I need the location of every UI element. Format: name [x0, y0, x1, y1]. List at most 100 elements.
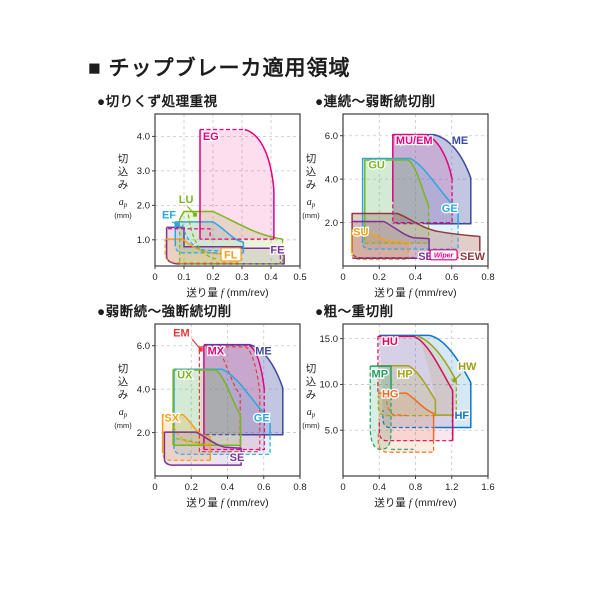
y-tick-label: 4.0 [137, 132, 150, 143]
region-label-mx: MX [208, 345, 225, 357]
region-ef-dashed-border [174, 224, 244, 254]
y-axis-unit: (mm) [302, 421, 320, 430]
label-box-fl [220, 247, 242, 262]
y-axis-title-char: 込 [306, 166, 317, 178]
x-tick-label: 0.8 [481, 272, 494, 283]
region-hg-border [377, 392, 435, 441]
region-hf-border [379, 334, 472, 429]
x-tick-label: 0.2 [206, 272, 219, 283]
region-hu-border [377, 335, 454, 441]
region-label-wiper: Wiper [434, 252, 455, 259]
x-axis-title: 送り量 f (mm/rev) [374, 286, 456, 299]
region-ux-border [172, 369, 242, 446]
plot-frame [154, 113, 301, 267]
x-axis-title: 送り量 f (mm/rev) [374, 496, 456, 509]
region-mu-em-fill [392, 134, 453, 223]
y-tick-label: 1.0 [137, 235, 150, 246]
region-label-ge: GE [442, 203, 458, 215]
region-hg-dashed-border [377, 394, 435, 453]
y-axis-unit: (mm) [302, 211, 320, 220]
y-axis-title-char: み [306, 179, 317, 191]
x-tick-label: 0.4 [264, 272, 277, 283]
region-label-hu: HU [382, 336, 398, 348]
region-ge-dashed-border [362, 224, 459, 250]
y-tick-label: 4.0 [325, 174, 338, 185]
region-mx-border [203, 344, 266, 450]
region-label-hg: HG [382, 389, 399, 401]
region-ef-border [174, 221, 245, 253]
region-su-fill [351, 230, 409, 260]
region-mu-em-border [392, 133, 453, 202]
region-label-mp: MP [372, 369, 389, 381]
region-gu-border [364, 159, 430, 234]
region-fe-border [165, 226, 285, 265]
region-label-ef: EF [162, 209, 176, 221]
region-em-dashed-border [198, 346, 261, 453]
chart2-header: ●連続〜弱断続切削 [315, 94, 436, 109]
region-label-em: EM [173, 328, 190, 340]
region-mu-em-dashed-border [392, 179, 453, 224]
region-ef-fill [175, 221, 244, 253]
y-axis-unit: (mm) [114, 421, 132, 430]
x-tick-label: 0.4 [409, 272, 422, 283]
region-label-me: ME [452, 135, 469, 147]
x-tick-label: 0.3 [235, 272, 248, 283]
y-tick-label: 10.0 [320, 380, 339, 391]
region-mp-border [370, 365, 392, 392]
y-axis-title-char: 切 [118, 363, 129, 375]
region-label-se: SE [230, 452, 245, 464]
y-tick-label: 3.0 [137, 166, 150, 177]
chart4-heavy-cutting: 0 0.4 0.8 1.2 1.6 5.0 10.0 15.0 送り量 f (mm/rev) 切込… [302, 323, 495, 509]
chart1-header: ●切りくず処理重視 [97, 94, 218, 109]
x-tick-label: 0 [152, 272, 157, 283]
region-eg-border [199, 128, 275, 240]
region-sew-border [351, 212, 481, 258]
region-eg-fill [200, 129, 274, 240]
region-fl-border [165, 238, 238, 256]
region-label-sew: SEW [460, 251, 486, 263]
y-tick-label: 2.0 [325, 218, 338, 229]
label-leader-marker [193, 212, 198, 217]
x-tick-label: 0.5 [293, 272, 306, 283]
region-me-border [392, 133, 472, 225]
x-tick-label: 0 [152, 482, 157, 493]
region-sew-fill [352, 213, 480, 258]
region-hf-dashed-border [382, 410, 436, 429]
y-axis-symbol: ap [119, 407, 128, 419]
region-hg-fill [377, 393, 434, 453]
region-label-fe: FE [270, 245, 284, 257]
region-eg-dashed-border [168, 128, 274, 240]
y-tick-label: 4.0 [137, 384, 150, 395]
region-lu-dashed-border [179, 214, 284, 265]
x-tick-label: 0 [340, 272, 345, 283]
y-axis-title-char: み [306, 389, 317, 401]
region-label-ux: UX [177, 369, 193, 381]
label-leader-marker [175, 222, 180, 227]
region-hu-dashed-border [377, 336, 453, 442]
x-tick-label: 1.6 [481, 482, 494, 493]
region-label-me: ME [255, 345, 272, 357]
region-su-dashed-border [351, 242, 409, 261]
y-axis-title-char: み [118, 389, 129, 401]
x-tick-label: 0.2 [373, 272, 386, 283]
region-label-hw: HW [458, 361, 477, 373]
region-ux-fill [173, 370, 241, 446]
label-leader-marker [452, 378, 457, 383]
y-axis-title-char: 込 [118, 166, 129, 178]
x-tick-label: 0.2 [185, 482, 198, 493]
region-label-sx: SX [164, 412, 179, 424]
region-sx-dashed-border [162, 419, 211, 461]
x-tick-label: 0.6 [445, 272, 458, 283]
region-fe-fill [166, 227, 285, 264]
y-axis-symbol: ap [307, 197, 316, 209]
region-label-hp: HP [397, 369, 412, 381]
chart3-header: ●弱断続〜強断続切削 [97, 304, 232, 319]
region-mx-fill [203, 345, 265, 450]
y-tick-label: 6.0 [137, 341, 150, 352]
region-hp-border [377, 364, 437, 416]
region-ge-border [361, 157, 459, 244]
region-gu-fill [364, 160, 429, 244]
x-tick-label: 0.4 [221, 482, 234, 493]
region-gu-dashed-border [364, 205, 430, 244]
